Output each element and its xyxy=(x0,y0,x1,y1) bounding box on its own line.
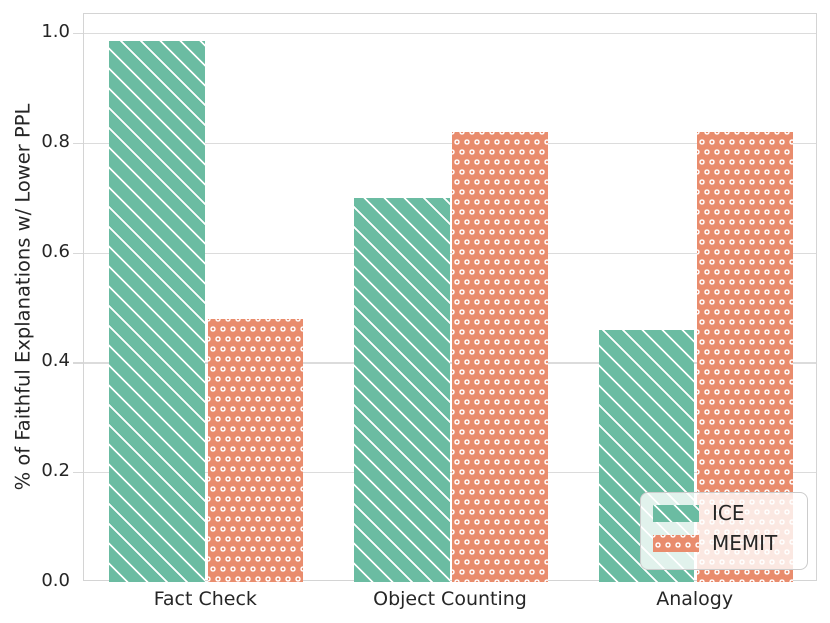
x-tick-label: Object Counting xyxy=(373,588,527,610)
legend-swatch-memit xyxy=(653,534,699,552)
x-tick-label: Analogy xyxy=(656,588,734,610)
bar-ice-fact-check xyxy=(109,41,206,582)
y-tick-mark xyxy=(73,472,83,474)
y-tick-label: 0.2 xyxy=(41,460,70,482)
y-tick-label: 0.0 xyxy=(41,570,70,591)
y-tick-label: 0.8 xyxy=(41,130,70,152)
plot-area xyxy=(73,13,817,582)
y-axis-label: % of Faithful Explanations w/ Lower PPL xyxy=(11,103,35,491)
y-tick-mark xyxy=(73,33,83,35)
legend-item-ice: ICE xyxy=(653,503,807,523)
gridline xyxy=(84,252,816,254)
legend-label-ice: ICE xyxy=(712,501,745,525)
gridline xyxy=(84,33,816,35)
x-tick-label: Fact Check xyxy=(153,588,257,610)
y-tick-mark xyxy=(73,362,83,364)
bar-memit-object-counting xyxy=(452,131,549,582)
bar-memit-fact-check xyxy=(207,318,304,582)
y-tick-mark xyxy=(73,252,83,254)
y-tick-mark xyxy=(73,142,83,145)
y-tick-label: 1.0 xyxy=(41,21,70,43)
y-tick-label: 0.6 xyxy=(41,240,70,262)
legend: ICE MEMIT xyxy=(640,492,808,570)
gridline xyxy=(84,142,816,145)
gridline xyxy=(84,362,816,364)
bar-ice-object-counting xyxy=(353,197,450,582)
legend-label-memit: MEMIT xyxy=(712,531,778,555)
gridline xyxy=(84,472,816,474)
legend-swatch-ice xyxy=(653,504,699,522)
y-tick-label: 0.4 xyxy=(41,350,70,372)
legend-item-memit: MEMIT xyxy=(653,533,807,553)
